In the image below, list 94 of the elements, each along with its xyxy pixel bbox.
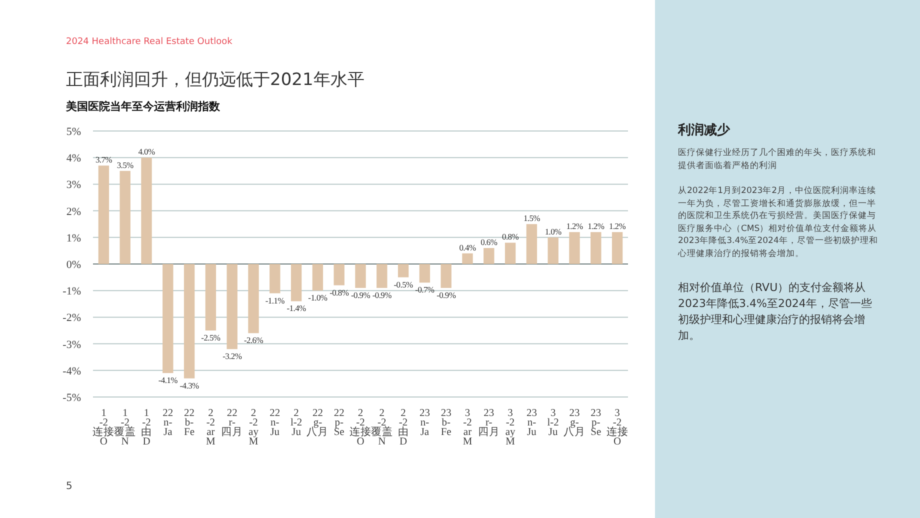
data-label: -4.1%: [158, 375, 178, 386]
data-label: -0.5%: [394, 279, 414, 290]
text: 利润减少: [678, 122, 730, 139]
data-label: -0.7%: [415, 284, 434, 295]
x-tick-label: 23 p- Se: [590, 408, 602, 438]
bar: [419, 264, 430, 283]
x-tick-label: 3 -2 ar M: [462, 408, 473, 448]
y-tick-label: 3%: [66, 179, 81, 192]
bar: [569, 232, 580, 264]
x-tick-label: 23 r- 四月: [478, 408, 500, 438]
bar: [590, 232, 602, 264]
x-tick-label: 2 l-2 Ju: [290, 408, 302, 438]
y-tick-label: 2%: [66, 206, 81, 218]
x-tick-label: 23 n- Ja: [419, 408, 430, 438]
text: 5: [66, 481, 72, 492]
x-tick-label: 3 l-2 Ju: [547, 408, 559, 438]
x-tick-label: 22 n- Ja: [162, 408, 174, 438]
chart-subtitle: 美国医院当年至今运营利润指数: [66, 99, 220, 114]
bar: [355, 264, 366, 288]
data-label: 0.6%: [480, 237, 498, 248]
x-tick-label: 22 g- 八月: [306, 408, 329, 438]
bar: [376, 264, 388, 288]
data-label: -2.5%: [201, 332, 220, 342]
y-tick-label: -4%: [62, 365, 81, 378]
x-tick-label: 1 -2 由 D: [141, 408, 152, 448]
bar: [484, 248, 494, 264]
bar: [270, 264, 280, 294]
text: 相对价值单位（RVU）的支付金额将从2023年降低3.4%至2024年，尽管一些初级护理和心理健康治疗的报销将会增加。: [678, 280, 873, 344]
data-label: 4.0%: [138, 146, 155, 157]
bar: [141, 158, 152, 264]
y-tick-label: -2%: [62, 312, 81, 324]
data-label: -0.9%: [372, 290, 392, 300]
text: 医疗保健行业经历了几个困难的年头，医疗系统和提供者面临着严格的利润: [678, 147, 877, 173]
x-tick-label: 23 b- Fe: [440, 408, 452, 438]
text: 2024 Healthcare Real Estate Outlook: [66, 37, 232, 47]
data-label: 1.2%: [588, 221, 604, 232]
bar: [226, 264, 238, 350]
bar: [205, 264, 216, 330]
x-tick-label: 2 -2 由 D: [398, 408, 409, 448]
x-tick-label: 22 b- Fe: [184, 408, 195, 438]
data-label: -3.2%: [222, 351, 242, 362]
bar: [504, 242, 516, 264]
y-tick-label: -3%: [62, 338, 81, 351]
y-tick-label: 0%: [66, 259, 81, 271]
x-tick-label: 2 -2 ar M: [206, 408, 216, 448]
text: 从2022年1月到2023年2月，中位医院利润率连续一年为负，尽管工资增长和通货膨胀放缓，但一半的医院和卫生系统仍在亏损经营。美国医疗保健与医疗服务中心（CMS）相对价值单位支付金额将从2023年降低3.4%至2024年，尽管一些初级护理和心理健康治疗的报销将会增加。: [678, 185, 878, 260]
x-tick-label: 1 -2 连接 O: [92, 408, 115, 448]
x-tick-label: 3 -2 连接 O: [606, 408, 628, 448]
bar: [312, 264, 324, 291]
bar: [162, 264, 174, 374]
x-tick-label: 23 n- Ju: [526, 408, 538, 438]
chart-title: 正面利润回升，但仍远低于2021年水平: [66, 69, 364, 91]
data-label: 1.5%: [523, 213, 540, 224]
x-tick-label: 3 -2 ay M: [505, 408, 516, 448]
data-label: -0.8%: [330, 287, 349, 298]
data-label: -4.3%: [180, 380, 200, 390]
x-tick-label: 22 r- 四月: [221, 408, 244, 438]
x-tick-label: 22 p- Se: [334, 408, 345, 438]
bar: [290, 264, 302, 302]
y-tick-label: 5%: [66, 126, 81, 138]
bar: [248, 264, 259, 334]
y-tick-label: -1%: [62, 286, 81, 298]
x-tick-label: 2 -2 ay M: [248, 408, 260, 448]
data-label: -1.0%: [308, 292, 328, 303]
bar: [334, 264, 344, 286]
bar: [98, 166, 110, 264]
data-label: -0.9%: [436, 290, 456, 300]
bar: [462, 253, 473, 264]
x-tick-label: 2 -2 覆盖 N: [370, 408, 393, 448]
data-label: 0.4%: [459, 242, 476, 252]
data-label: 0.8%: [502, 232, 519, 242]
data-label: 1.2%: [609, 221, 626, 232]
data-label: 3.5%: [116, 160, 134, 170]
data-label: -1.1%: [265, 295, 285, 306]
data-label: -2.6%: [244, 335, 264, 346]
x-tick-label: 1 -2 覆盖 N: [114, 408, 136, 448]
y-tick-label: 4%: [66, 152, 81, 165]
data-label: -0.9%: [350, 290, 370, 300]
data-label: 1.2%: [566, 221, 583, 232]
bar: [398, 264, 409, 278]
bar: [548, 237, 558, 264]
bar: [120, 170, 130, 264]
y-tick-label: -5%: [62, 392, 81, 404]
data-label: -1.4%: [286, 303, 306, 314]
bar: [526, 224, 538, 264]
data-label: 1.0%: [544, 226, 562, 236]
x-tick-label: 2 -2 连接 O: [350, 408, 372, 448]
x-tick-label: 22 n- Ju: [270, 408, 280, 438]
bar: [440, 264, 452, 288]
bar: [612, 232, 623, 264]
x-tick-label: 23 g- 八月: [564, 408, 586, 438]
y-tick-label: 1%: [66, 232, 81, 244]
data-label: 3.7%: [95, 154, 112, 165]
bar: [184, 264, 195, 378]
